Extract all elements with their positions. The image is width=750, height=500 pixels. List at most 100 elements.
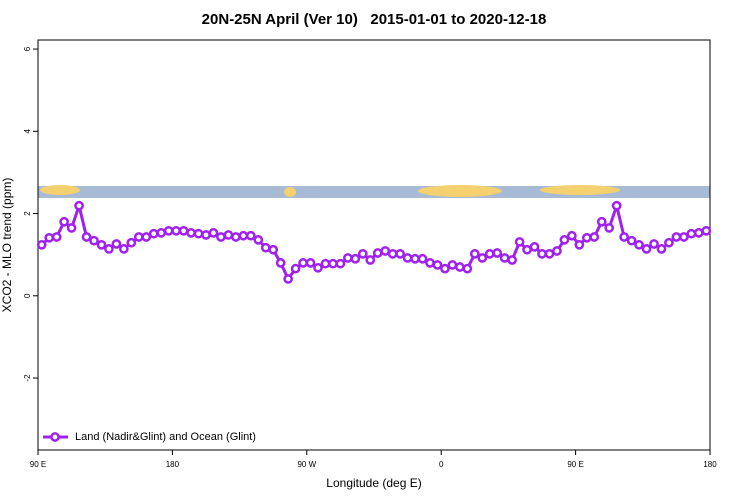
point [298,258,308,268]
point [96,239,107,250]
point [552,246,562,256]
point [611,200,622,211]
point [328,258,338,269]
point [529,242,540,252]
y-tick-label: 0 [23,293,32,298]
point [238,230,249,241]
point [156,228,167,238]
point [372,248,383,258]
point [74,200,84,211]
point [537,248,547,259]
point [193,228,204,239]
chart-title: 20N-25N April (Ver 10) 2015-01-01 to 202… [202,11,547,28]
point [119,244,129,254]
point [686,228,697,239]
point [350,253,361,264]
point [484,248,495,259]
point [260,242,271,253]
point [290,263,301,274]
point [305,258,316,268]
x-tick-label: 90 E [567,460,583,469]
point [36,239,47,250]
point [559,235,570,245]
x-axis-label: Longitude (deg E) [326,476,421,490]
point [163,225,174,236]
point [634,239,644,250]
legend-marker [50,432,60,442]
point [126,237,137,248]
y-tick-label: 4 [23,129,32,134]
point [402,253,413,263]
point [171,225,181,236]
point [133,232,144,242]
point [477,253,488,263]
y-tick-label: 6 [23,46,32,51]
point [216,232,226,242]
point [320,258,331,269]
x-tick-label: 180 [166,460,180,469]
point [544,248,555,259]
plot-frame [37,39,711,451]
point [664,237,674,248]
point [186,228,196,238]
point [343,253,353,263]
point [604,223,615,233]
point [581,232,592,243]
point [268,244,279,255]
x-tick-label: 90 E [30,460,46,469]
y-tick-label: -2 [23,374,32,382]
point [66,223,77,233]
point [148,228,159,239]
point [178,225,189,236]
point [387,248,398,259]
point [671,232,682,242]
y-tick-label: 2 [23,211,32,216]
point [223,230,234,240]
point [231,232,241,242]
point [275,258,286,268]
point [111,239,122,249]
point [365,255,376,265]
point [469,248,480,259]
point [574,239,585,250]
point [410,253,420,264]
point [522,244,532,255]
x-tick-label: 180 [703,460,717,469]
point [507,255,517,265]
point [395,248,405,259]
y-axis-label: XCO2 - MLO trend (ppm) [0,178,14,313]
point [335,258,346,269]
point [440,263,450,274]
point [89,235,99,246]
point [462,263,473,274]
point [417,253,428,264]
point [313,262,323,273]
point [253,235,264,245]
x-tick-label: 90 W [297,460,316,469]
point [589,232,600,242]
x-tick-label: 0 [439,460,444,469]
point [626,235,637,246]
point [104,244,114,254]
point [81,232,92,242]
point [499,253,510,263]
point [455,262,465,272]
point [693,228,704,238]
point [514,237,525,247]
point [447,260,458,270]
point [641,244,652,254]
point [201,230,211,240]
point [679,232,689,242]
point [649,239,659,249]
point [596,216,607,227]
point [656,244,667,254]
point [283,274,293,284]
point [59,216,69,227]
point [245,230,256,241]
point [208,228,219,238]
point [432,260,443,270]
point [567,230,577,241]
point [492,248,503,258]
point [619,232,629,242]
